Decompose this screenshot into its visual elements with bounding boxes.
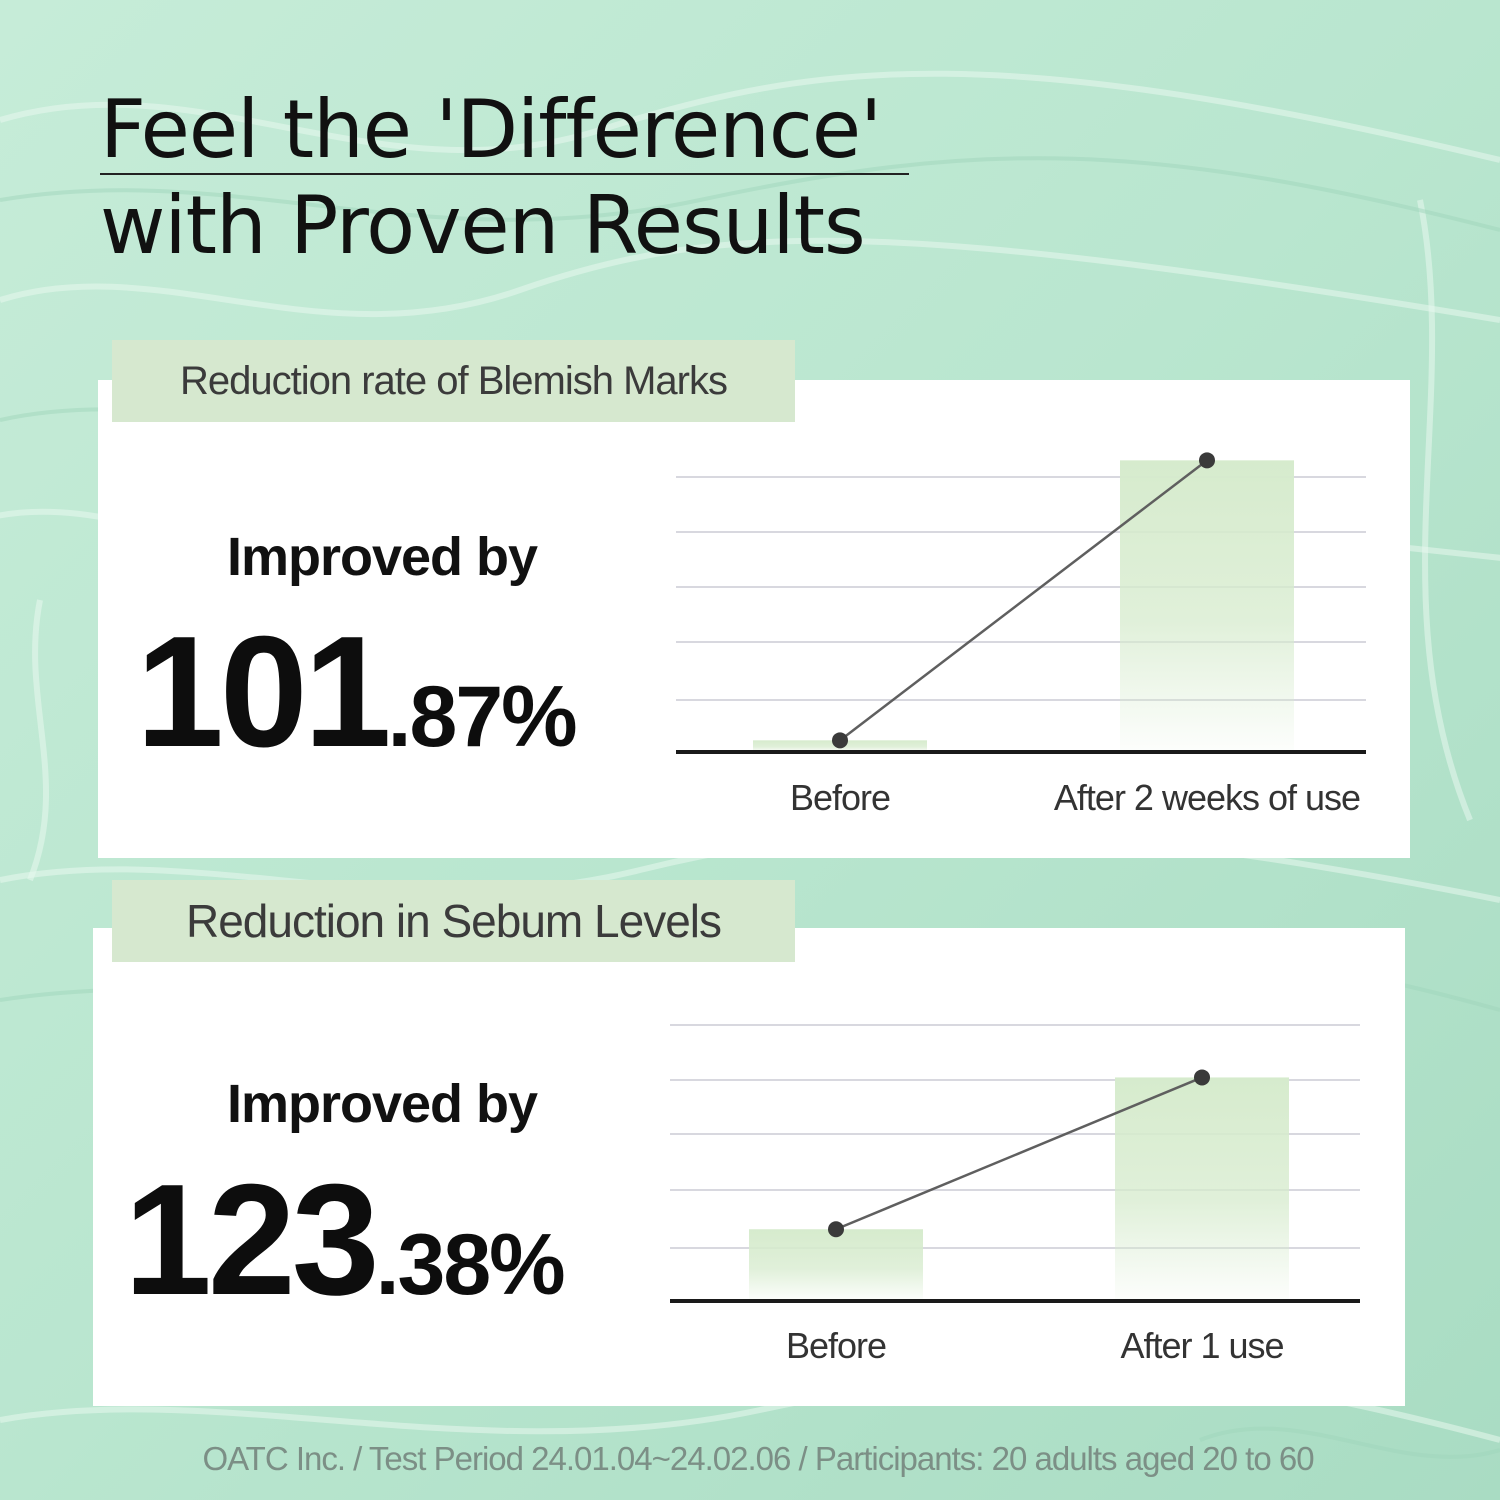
blemish-marker-0 [832, 732, 848, 749]
blemish-improvement-percent: 101.87% [136, 602, 578, 783]
page-title: Feel the 'Difference' with Proven Result… [100, 82, 910, 274]
sebum-improvement-percent: 123.38% [124, 1150, 566, 1331]
blemish-bar-chart: Before After 2 weeks of use [676, 452, 1366, 818]
title-line-1: Feel the 'Difference' [100, 87, 910, 175]
study-footnote: OATC Inc. / Test Period 24.01.04~24.02.0… [202, 1440, 1314, 1477]
blemish-category-label-1: After 2 weeks of use [1054, 777, 1360, 818]
title-line-2: with Proven Results [100, 179, 866, 272]
blemish-percent-integer: 101 [136, 604, 392, 780]
blemish-marker-1 [1199, 452, 1215, 469]
blemish-panel-tag: Reduction rate of Blemish Marks [112, 340, 795, 422]
sebum-percent-decimal: .38% [375, 1217, 566, 1313]
sebum-marker-0 [828, 1221, 844, 1238]
sebum-trend-line [835, 1076, 1203, 1231]
sebum-marker-1 [1194, 1069, 1210, 1086]
sebum-category-label-0: Before [786, 1325, 886, 1366]
blemish-percent-decimal: .87% [387, 669, 578, 765]
blemish-improved-label: Improved by [226, 527, 538, 587]
sebum-improved-label: Improved by [226, 1074, 538, 1134]
sebum-bar-1 [1115, 1077, 1289, 1301]
sebum-category-label-1: After 1 use [1120, 1325, 1283, 1366]
blemish-trend-line [839, 459, 1208, 742]
blemish-bar-1 [1120, 460, 1294, 752]
sebum-bar-0 [749, 1229, 923, 1301]
sebum-bar-chart: Before After 1 use [670, 1024, 1360, 1366]
sebum-panel-tag: Reduction in Sebum Levels [112, 880, 795, 962]
blemish-category-label-0: Before [790, 777, 890, 818]
sebum-percent-integer: 123 [124, 1152, 380, 1328]
